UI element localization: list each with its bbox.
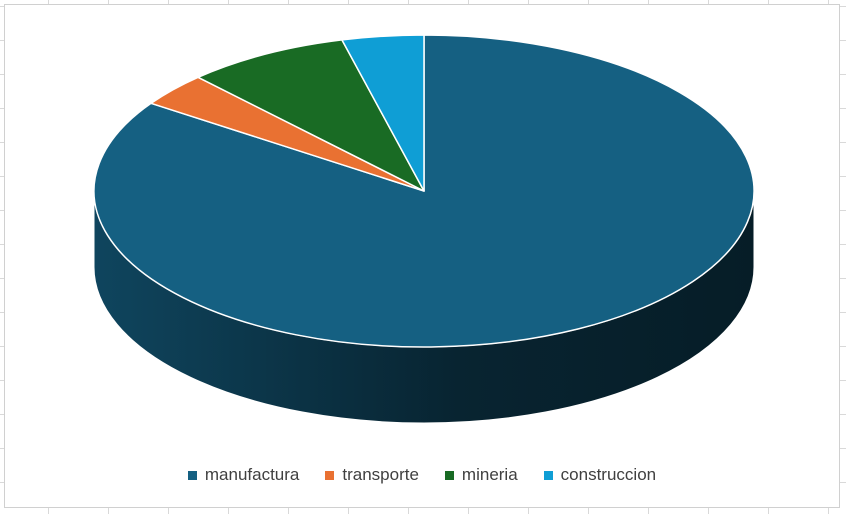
chart-area[interactable]: manufactura transporte mineria construccion [4, 4, 840, 508]
legend-swatch [543, 470, 553, 480]
legend-item-transporte[interactable]: transporte [325, 465, 419, 485]
pie-slice-manufactura[interactable] [93, 34, 755, 348]
chart-legend: manufactura transporte mineria construccion [5, 465, 839, 485]
pie-chart [93, 34, 755, 424]
legend-item-manufactura[interactable]: manufactura [187, 465, 300, 485]
legend-item-mineria[interactable]: mineria [444, 465, 518, 485]
legend-item-construccion[interactable]: construccion [543, 465, 657, 485]
legend-swatch [444, 470, 454, 480]
legend-label: construccion [560, 465, 657, 484]
legend-swatch [187, 470, 197, 480]
legend-label: manufactura [204, 465, 300, 484]
legend-swatch [325, 470, 335, 480]
pie-slice-construccion[interactable] [341, 34, 425, 192]
pie-slice-mineria[interactable] [197, 39, 425, 192]
legend-label: transporte [342, 465, 419, 484]
legend-label: mineria [461, 465, 518, 484]
